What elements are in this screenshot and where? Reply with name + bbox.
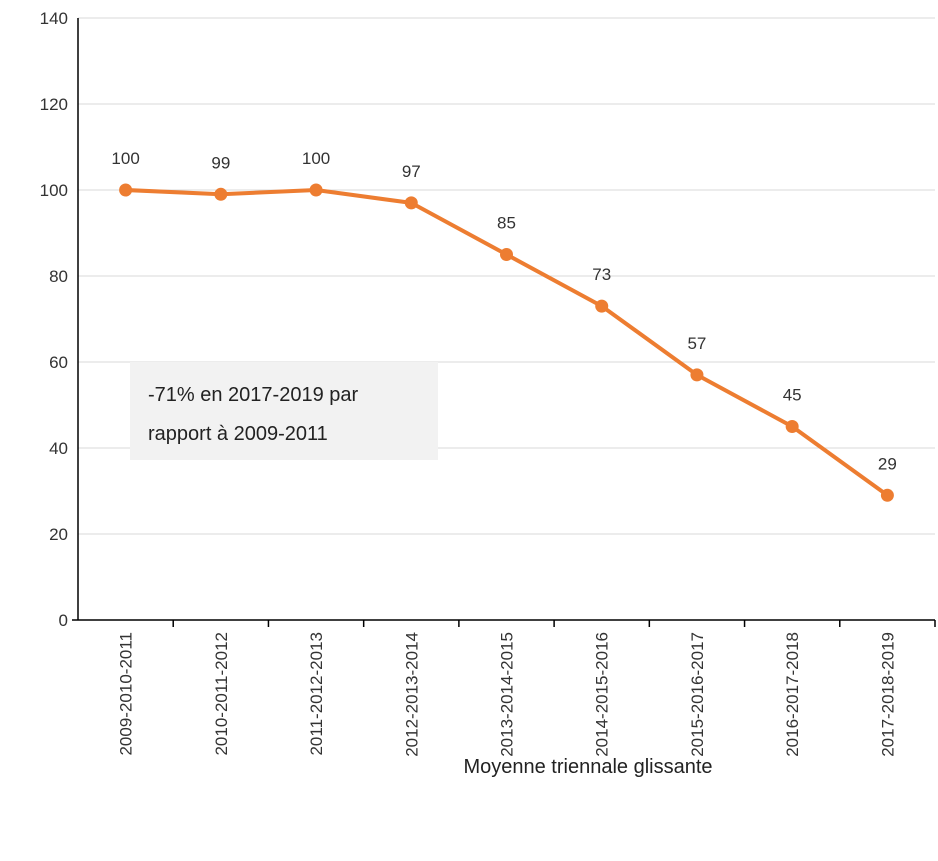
- y-tick-label-40: 40: [49, 439, 68, 458]
- annotation-box: [130, 362, 438, 460]
- data-label-4: 85: [497, 214, 516, 233]
- x-tick-label-2: 2011-2012-2013: [307, 632, 326, 756]
- data-point-2: [310, 184, 323, 197]
- x-tick-label-7: 2016-2017-2018: [783, 632, 802, 757]
- data-label-7: 45: [783, 386, 802, 405]
- y-tick-label-100: 100: [40, 181, 68, 200]
- data-point-1: [214, 188, 227, 201]
- data-label-6: 57: [687, 334, 706, 353]
- data-label-8: 29: [878, 454, 897, 473]
- data-point-6: [690, 368, 703, 381]
- x-tick-label-5: 2014-2015-2016: [593, 632, 612, 757]
- data-point-0: [119, 184, 132, 197]
- x-tick-label-0: 2009-2010-2011: [117, 632, 136, 756]
- x-tick-label-1: 2010-2011-2012: [212, 632, 231, 756]
- x-tick-label-3: 2012-2013-2014: [402, 632, 421, 757]
- data-label-0: 100: [111, 149, 139, 168]
- data-point-7: [786, 420, 799, 433]
- data-point-5: [595, 300, 608, 313]
- annotation: -71% en 2017-2019 par rapport à 2009-201…: [130, 362, 438, 460]
- data-point-4: [500, 248, 513, 261]
- data-label-1: 99: [211, 153, 230, 172]
- data-label-3: 97: [402, 162, 421, 181]
- data-label-5: 73: [592, 265, 611, 284]
- x-axis-title: Moyenne triennale glissante: [463, 756, 712, 778]
- annotation-line-2: rapport à 2009-2011: [148, 423, 328, 445]
- data-point-3: [405, 196, 418, 209]
- data-label-2: 100: [302, 149, 330, 168]
- y-tick-label-140: 140: [40, 9, 68, 28]
- y-tick-label-80: 80: [49, 267, 68, 286]
- y-tick-label-0: 0: [59, 611, 68, 630]
- annotation-line-1: -71% en 2017-2019 par: [148, 384, 358, 406]
- x-tick-label-8: 2017-2018-2019: [878, 632, 897, 757]
- data-point-8: [881, 489, 894, 502]
- x-tick-label-6: 2015-2016-2017: [688, 632, 707, 757]
- x-tick-label-4: 2013-2014-2015: [498, 632, 517, 757]
- y-tick-label-60: 60: [49, 353, 68, 372]
- y-tick-label-120: 120: [40, 95, 68, 114]
- y-tick-label-20: 20: [49, 525, 68, 544]
